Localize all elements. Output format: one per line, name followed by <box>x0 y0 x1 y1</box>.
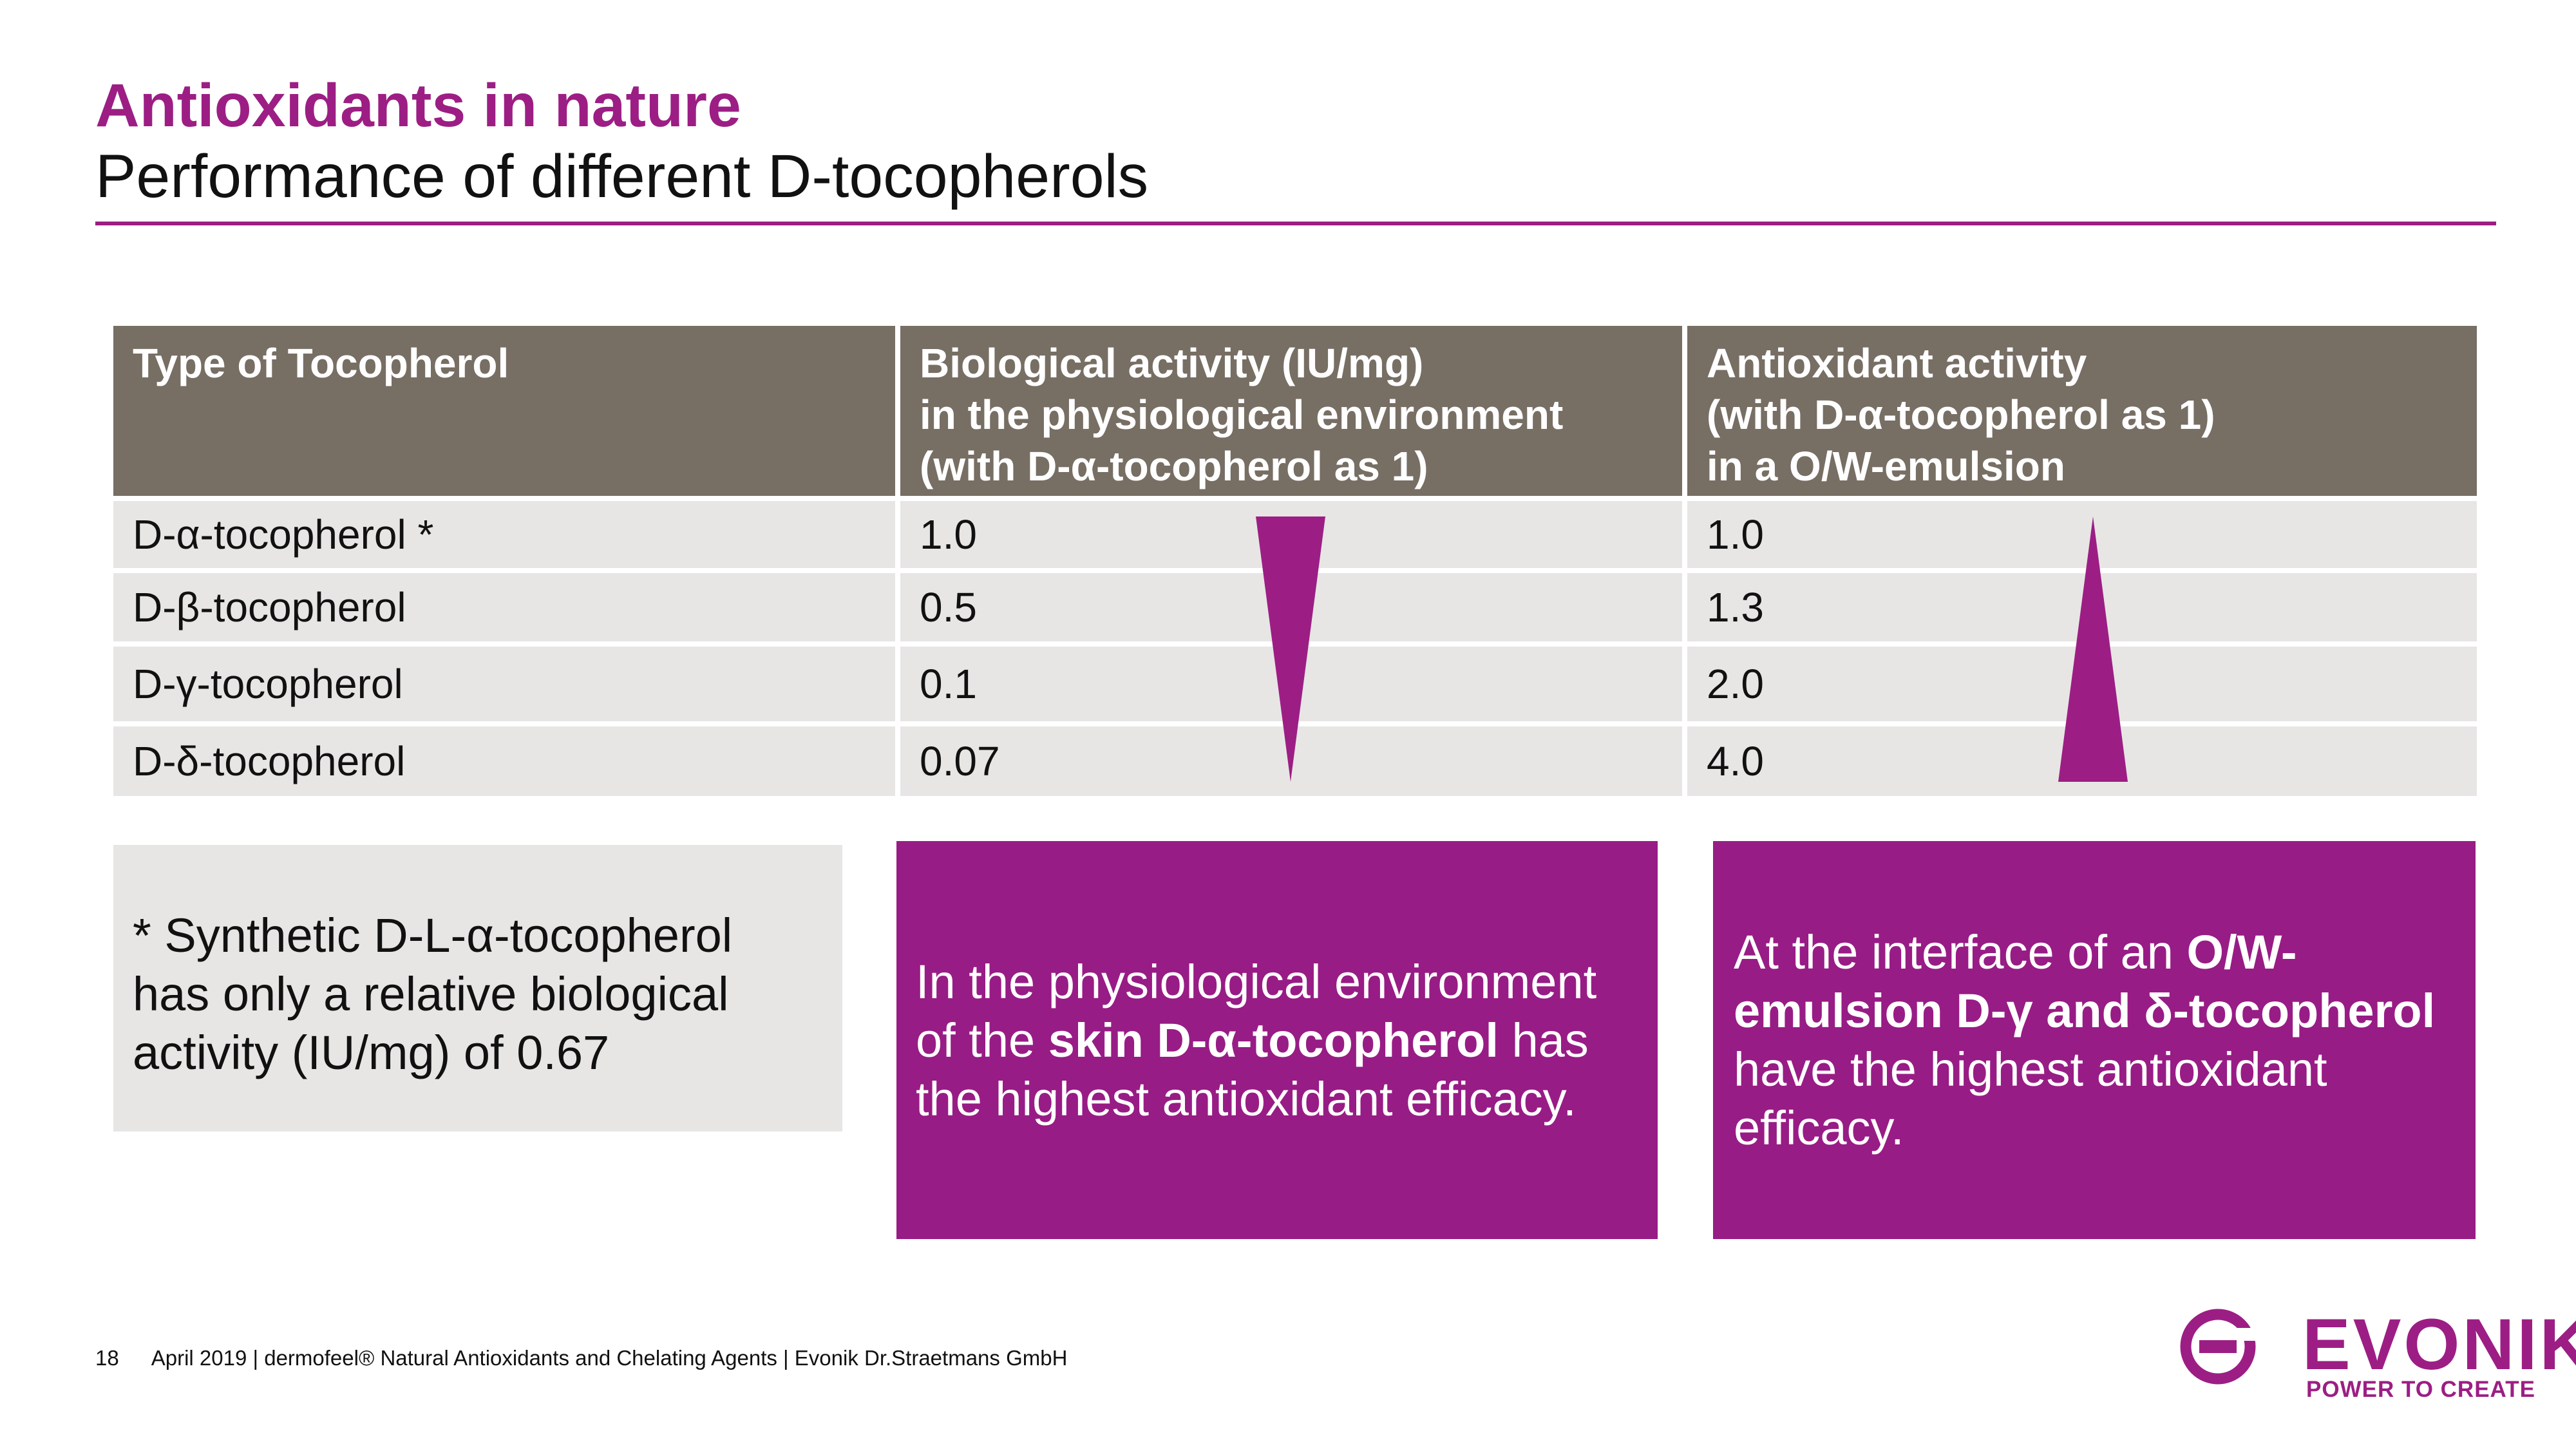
decreasing-wedge-icon <box>1256 516 1325 782</box>
table-cell-type: D-δ-tocopherol <box>113 726 895 796</box>
footer: 18 April 2019 | dermofeel® Natural Antiox… <box>95 1346 1067 1370</box>
page-title: Antioxidants in nature <box>95 71 741 140</box>
evonik-logo: EVONIK POWER TO CREATE <box>2180 1309 2576 1402</box>
emulsion-efficacy-box: At the interface of an O/W- emulsion D-γ… <box>1713 841 2476 1239</box>
footnote-box: * Synthetic D-L-α-tocopherol has only a … <box>113 845 842 1132</box>
increasing-wedge-icon <box>2058 516 2128 782</box>
skin-efficacy-box: In the physiological environment of the … <box>896 841 1658 1239</box>
table-header-type: Type of Tocopherol <box>113 326 895 496</box>
table-cell-type: D-α-tocopherol * <box>113 501 895 568</box>
logo-tagline: POWER TO CREATE <box>2306 1377 2535 1402</box>
page-subtitle: Performance of different D-tocopherols <box>95 142 1149 211</box>
evonik-e-icon <box>2180 1309 2256 1385</box>
table-header-antioxidant: Antioxidant activity (with D-α-tocophero… <box>1687 326 2477 496</box>
table-cell-antioxidant: 1.0 <box>1687 501 2477 568</box>
page-number: 18 <box>95 1346 119 1370</box>
table-cell-type: D-γ-tocopherol <box>113 647 895 721</box>
logo-wordmark: EVONIK <box>2302 1304 2576 1385</box>
table-cell-type: D-β-tocopherol <box>113 573 895 641</box>
title-divider <box>95 222 2496 225</box>
table-header-biological: Biological activity (IU/mg) in the physi… <box>900 326 1682 496</box>
footer-text: April 2019 | dermofeel® Natural Antioxid… <box>151 1346 1068 1370</box>
